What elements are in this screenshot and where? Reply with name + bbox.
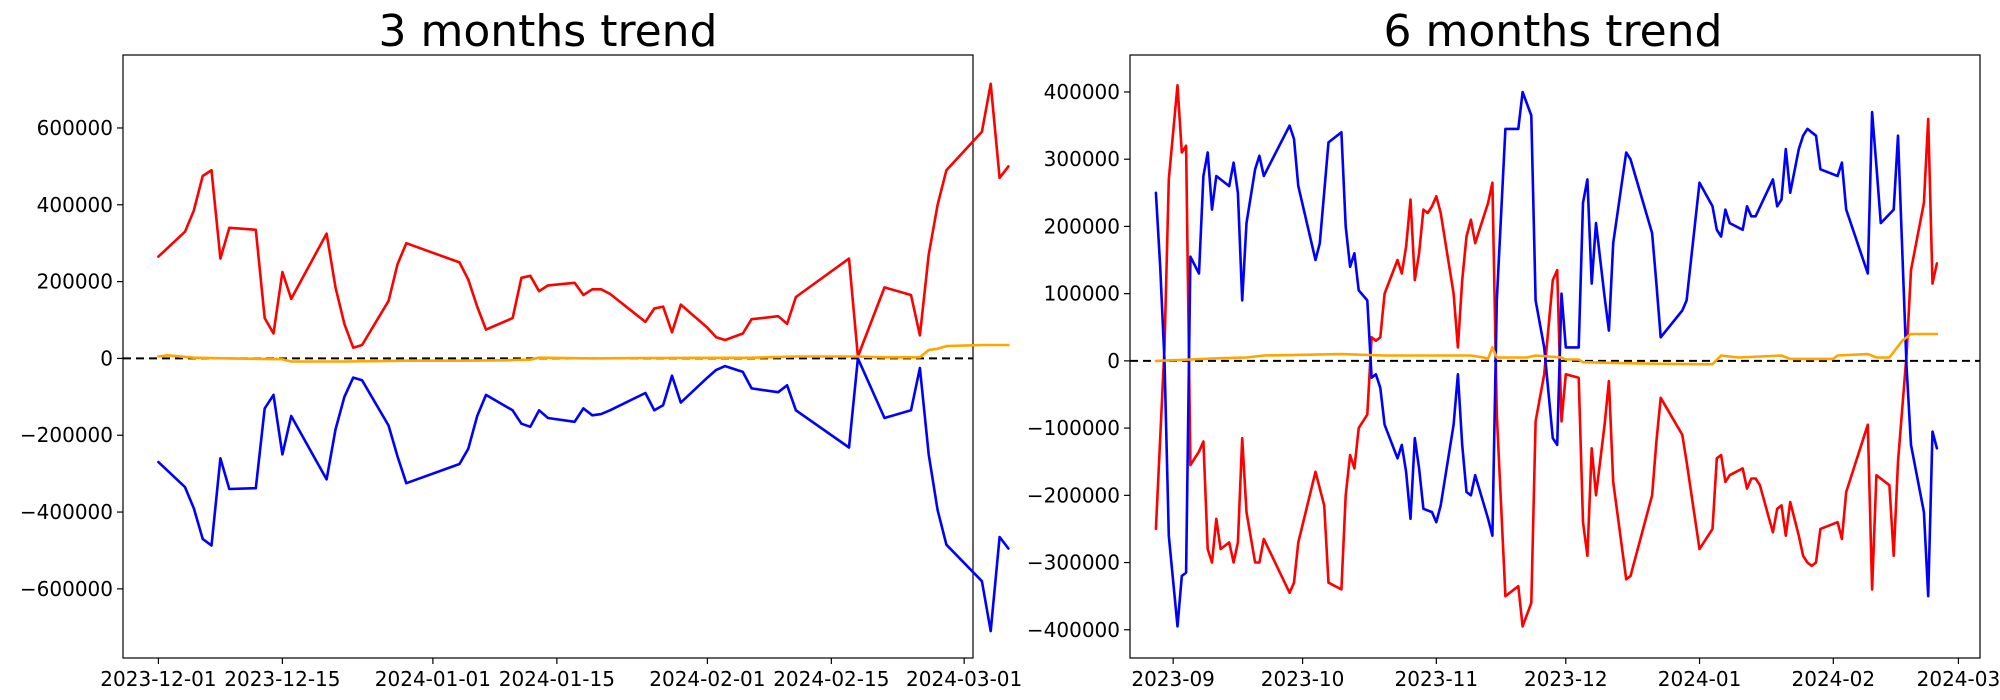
series-line-2 bbox=[1154, 90, 1939, 628]
axis-ticks: −400000 −300000 −200000 −100000 0 100000 20000… bbox=[1027, 80, 2000, 691]
x-tick-label: 2024-02 bbox=[1792, 667, 1876, 691]
y-tick-label: −200000 bbox=[1027, 483, 1120, 507]
y-tick-label: 0 bbox=[100, 346, 113, 370]
chart-3-months: 3 months trend −600000 −400000 −200000 0 200… bbox=[20, 6, 1022, 691]
x-tick-label: 2024-03 bbox=[1917, 667, 2000, 691]
x-tick-label: 2023-12 bbox=[1524, 667, 1608, 691]
y-tick-label: −100000 bbox=[1027, 416, 1120, 440]
plot-frame bbox=[1129, 54, 1981, 659]
series-line-2 bbox=[157, 357, 1010, 633]
y-tick-label: 100000 bbox=[1044, 282, 1120, 306]
y-tick-label: 200000 bbox=[37, 270, 113, 294]
x-tick-label: 2024-01-15 bbox=[499, 667, 615, 691]
x-tick-label: 2023-11 bbox=[1395, 667, 1479, 691]
x-tick-label: 2024-02-15 bbox=[773, 667, 889, 691]
y-tick-label: −400000 bbox=[1027, 618, 1120, 642]
chart-title: 3 months trend bbox=[379, 6, 718, 57]
x-tick-label: 2024-01-01 bbox=[375, 667, 491, 691]
series-lines bbox=[157, 82, 1010, 633]
y-tick-label: −600000 bbox=[20, 577, 113, 601]
x-tick-label: 2023-10 bbox=[1261, 667, 1345, 691]
series-line-1 bbox=[1154, 84, 1939, 628]
y-tick-label: 200000 bbox=[1044, 214, 1120, 238]
y-tick-label: −400000 bbox=[20, 500, 113, 524]
y-tick-label: 400000 bbox=[37, 193, 113, 217]
series-line-3 bbox=[157, 343, 1010, 363]
series-lines bbox=[1154, 84, 1939, 628]
y-tick-label: 300000 bbox=[1044, 147, 1120, 171]
chart-6-months: 6 months trend −400000 −300000 −200000 −100… bbox=[1027, 6, 2000, 691]
y-tick-label: −300000 bbox=[1027, 551, 1120, 575]
y-tick-label: −200000 bbox=[20, 423, 113, 447]
y-tick-label: 400000 bbox=[1044, 80, 1120, 104]
x-tick-label: 2023-09 bbox=[1131, 667, 1215, 691]
series-line-3 bbox=[1154, 332, 1939, 366]
axis-ticks: −600000 −400000 −200000 0 200000 400000 600000… bbox=[20, 116, 1022, 691]
x-tick-label: 2023-12-01 bbox=[100, 667, 216, 691]
x-tick-label: 2023-12-15 bbox=[224, 667, 340, 691]
x-tick-label: 2024-03-01 bbox=[906, 667, 1022, 691]
x-tick-label: 2024-02-01 bbox=[649, 667, 765, 691]
y-tick-label: 600000 bbox=[37, 116, 113, 140]
plot-frame bbox=[122, 54, 974, 659]
y-tick-label: 0 bbox=[1107, 349, 1120, 373]
x-tick-label: 2024-01 bbox=[1658, 667, 1742, 691]
series-line-1 bbox=[157, 82, 1010, 358]
chart-title: 6 months trend bbox=[1384, 6, 1723, 57]
